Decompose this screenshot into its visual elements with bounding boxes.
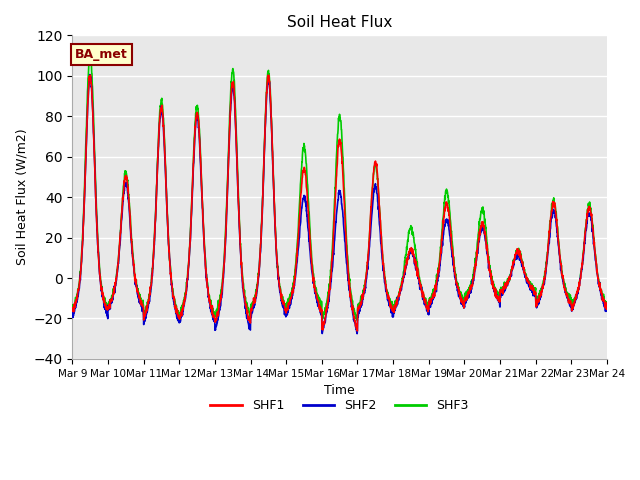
SHF1 [556, 257, 564, 263]
SHF2 [367, 222, 375, 228]
SHF1 [355, 304, 363, 310]
SHF2 [495, 296, 503, 302]
SHF1 [86, 72, 94, 78]
SHF1 [218, 289, 225, 295]
SHF3 [355, 301, 363, 307]
SHF1 [353, 328, 361, 334]
SHF2 [571, 300, 579, 305]
SHF2 [218, 295, 225, 300]
SHF3 [556, 255, 564, 261]
SHF1 [367, 204, 375, 210]
SHF2 [353, 331, 361, 336]
Line: SHF2: SHF2 [72, 74, 607, 334]
SHF1 [68, 305, 76, 311]
SHF3 [495, 291, 503, 297]
SHF3 [86, 51, 94, 57]
SHF2 [556, 256, 564, 262]
SHF3 [353, 318, 361, 324]
SHF3 [68, 302, 76, 308]
Y-axis label: Soil Heat Flux (W/m2): Soil Heat Flux (W/m2) [15, 129, 28, 265]
SHF1 [495, 297, 503, 303]
SHF1 [603, 305, 611, 311]
Legend: SHF1, SHF2, SHF3: SHF1, SHF2, SHF3 [205, 395, 474, 418]
Line: SHF3: SHF3 [72, 54, 607, 321]
SHF3 [603, 302, 611, 308]
SHF3 [218, 284, 225, 289]
Title: Soil Heat Flux: Soil Heat Flux [287, 15, 392, 30]
SHF2 [68, 313, 76, 319]
SHF3 [571, 296, 579, 301]
SHF3 [367, 210, 375, 216]
SHF2 [355, 308, 363, 314]
Line: SHF1: SHF1 [72, 75, 607, 331]
SHF2 [86, 72, 94, 77]
SHF2 [603, 308, 611, 314]
X-axis label: Time: Time [324, 384, 355, 397]
Text: BA_met: BA_met [75, 48, 128, 61]
SHF1 [571, 297, 579, 302]
